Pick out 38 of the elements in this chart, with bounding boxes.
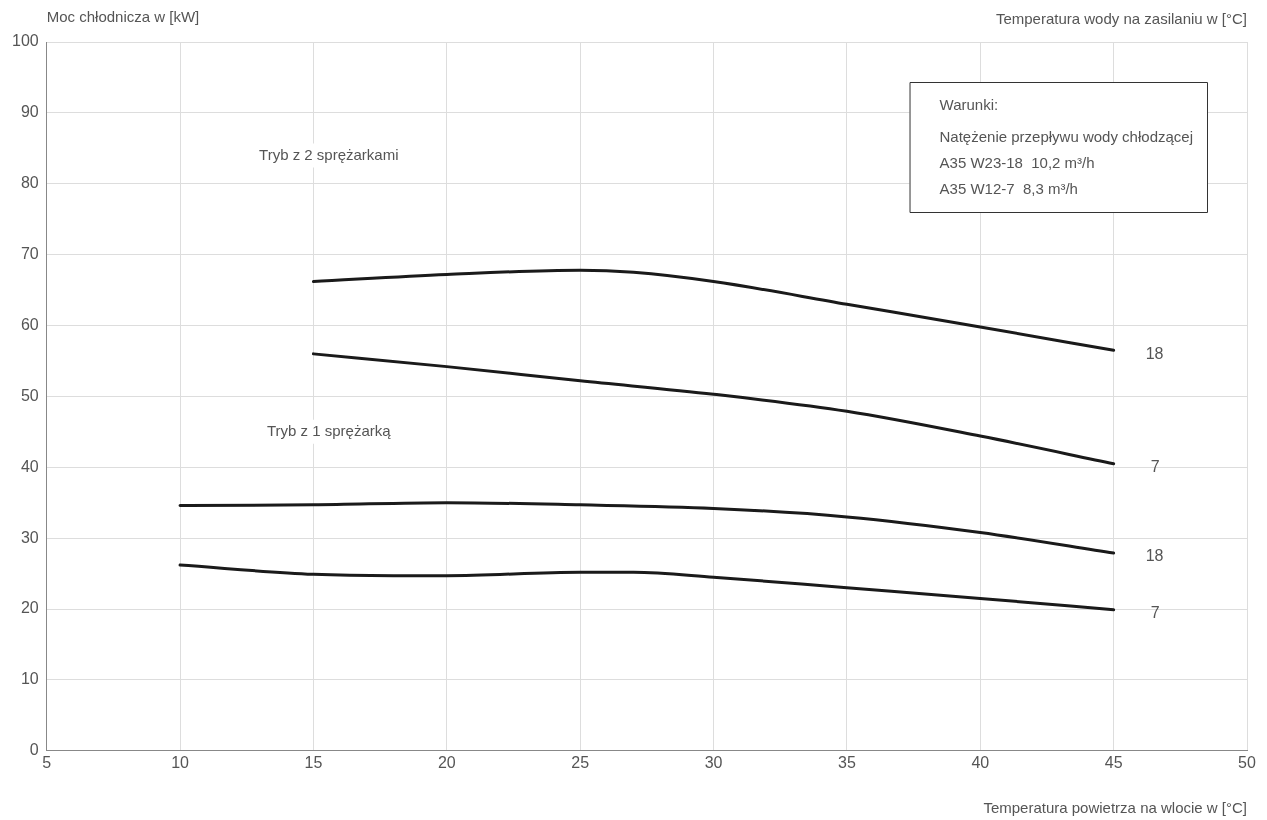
y-axis-title: Moc chłodnicza w [kW] [46, 8, 200, 26]
y-tick-label: 70 [20, 245, 39, 263]
x-tick-label: 15 [304, 753, 323, 771]
legend-title: Temperatura wody na zasilaniu w [°C] [995, 10, 1247, 28]
y-tick-label: 50 [20, 386, 39, 404]
x-tick-label: 10 [171, 753, 190, 771]
y-tick-label: 40 [20, 457, 39, 475]
x-axis-title: Temperatura powietrza na wlocie w [°C] [983, 798, 1247, 816]
x-tick-label: 5 [42, 753, 52, 771]
x-tick-label: 30 [704, 753, 723, 771]
y-tick-label: 80 [20, 174, 39, 192]
x-tick-label: 45 [1104, 753, 1123, 771]
text: 7 [1150, 604, 1160, 622]
y-tick-label: 90 [20, 103, 39, 121]
line-series [178, 501, 1116, 555]
annotation: A35 W23-18 10,2 m³/h [939, 154, 1095, 172]
annotation: A35 W12-7 8,3 m³/h [939, 180, 1078, 198]
x-tick-label: 35 [838, 753, 856, 771]
line-series [311, 268, 1116, 352]
x-tick-label: 20 [437, 753, 456, 771]
line-series [311, 352, 1116, 466]
annotation: Warunki: [939, 96, 999, 114]
y-tick-label: 20 [20, 599, 39, 617]
text: 18 [1145, 547, 1164, 565]
y-tick-label: 30 [20, 528, 39, 546]
annotation: Tryb z 2 sprężarkami [259, 145, 399, 163]
y-tick-label: 0 [29, 741, 39, 759]
y-tick-label: 100 [11, 32, 39, 50]
x-tick-label: 40 [971, 753, 990, 771]
annotation: Tryb z 1 sprężarką [266, 421, 392, 439]
annotation: Natężenie przepływu wody chłodzącej [939, 128, 1194, 146]
text: 7 [1150, 458, 1160, 476]
line-series [178, 563, 1116, 612]
x-tick-label: 25 [571, 753, 590, 771]
text: 18 [1145, 344, 1164, 362]
x-tick-label: 50 [1238, 753, 1256, 771]
y-tick-label: 10 [20, 670, 39, 688]
y-tick-label: 60 [20, 315, 39, 333]
